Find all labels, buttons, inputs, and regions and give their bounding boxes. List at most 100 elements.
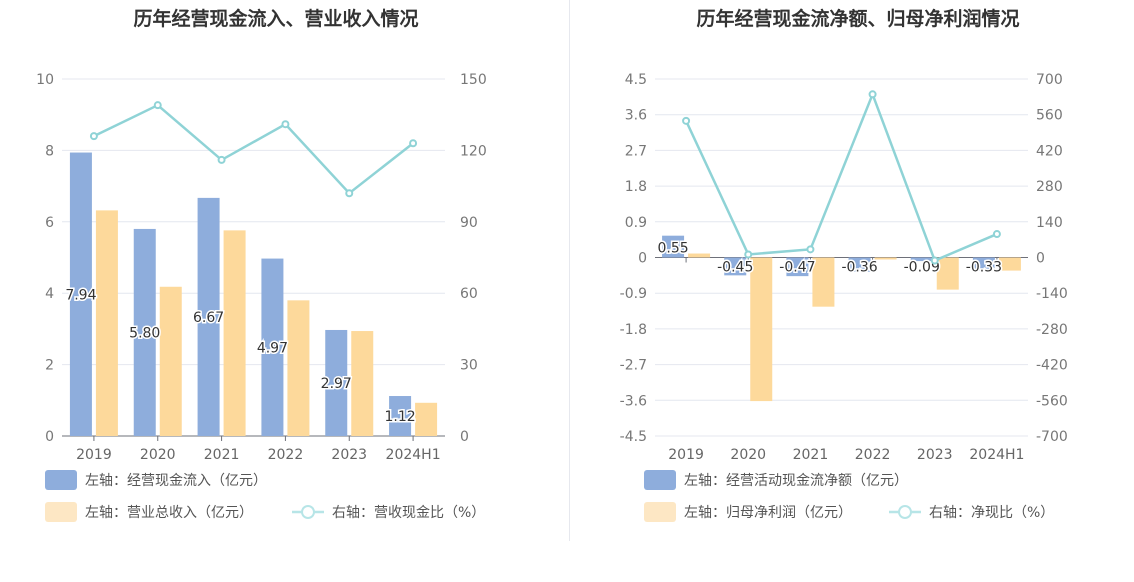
- x-tick-label: 2022: [855, 447, 891, 463]
- panel-divider: [569, 0, 570, 541]
- y-right-tick-label: 150: [460, 72, 487, 88]
- legend-swatch-bar-b: [45, 502, 77, 522]
- bar-data-label: 5.80: [129, 325, 160, 341]
- legend-swatch-bar-a: [644, 470, 676, 490]
- y-left-tick-label: 10: [36, 72, 54, 88]
- y-right-tick-label: -700: [1036, 429, 1068, 445]
- bar-data-label: 7.94: [65, 287, 96, 303]
- bar-series-b-2020: [159, 286, 182, 436]
- x-tick-label: 2023: [331, 447, 367, 463]
- y-right-tick-label: 280: [1036, 179, 1063, 195]
- y-right-tick-label: 560: [1036, 108, 1063, 124]
- bar-series-a-2019: [69, 152, 92, 437]
- legend-label: 左轴：经营现金流入（亿元）: [85, 473, 267, 489]
- bar-series-a-2020: [133, 228, 156, 436]
- y-right-tick-label: 0: [460, 429, 469, 445]
- y-right-tick-label: 90: [460, 215, 478, 231]
- legend-label: 右轴：净现比（%）: [929, 505, 1054, 521]
- line-series: [684, 90, 998, 263]
- bar-data-label: 1.12: [384, 409, 415, 425]
- bar-series-b-2019: [95, 210, 118, 436]
- line-point-2022: [868, 90, 877, 99]
- x-tick-label: 2019: [76, 447, 112, 463]
- x-tick-label: 2020: [140, 447, 176, 463]
- bar-series-b-2024H1: [415, 402, 438, 436]
- y-right-tick-label: 120: [460, 143, 487, 159]
- y-left-tick-label: -1.8: [620, 322, 647, 338]
- bar-data-label: -0.33: [966, 260, 1002, 276]
- y-left-tick-label: 2.7: [625, 143, 647, 159]
- bar-series-a-2022: [848, 257, 871, 272]
- line-point-2020: [744, 250, 753, 259]
- y-left-tick-label: -2.7: [620, 358, 647, 374]
- line-point-2021: [217, 155, 226, 164]
- legend-label: 左轴：营业总收入（亿元）: [85, 505, 253, 521]
- x-tick-label: 2020: [730, 447, 766, 463]
- bar-series-b-2020: [750, 257, 773, 402]
- x-tick-label: 2024H1: [386, 447, 441, 463]
- x-tick-label: 2024H1: [969, 447, 1024, 463]
- line-series: [93, 103, 414, 195]
- bar-series-b-2024H1: [998, 257, 1021, 271]
- y-left-tick-label: 3.6: [625, 108, 647, 124]
- x-tick-label: 2023: [917, 447, 953, 463]
- bar-series-b-2021: [223, 230, 246, 436]
- bar-series-a-2021: [197, 197, 220, 436]
- y-right-tick-label: -560: [1036, 393, 1068, 409]
- bar-series-a-2023: [910, 257, 933, 262]
- y-left-tick-label: 0: [638, 251, 647, 267]
- line-point-2024H1: [409, 139, 418, 148]
- y-right-tick-label: -420: [1036, 358, 1068, 374]
- y-right-tick-label: 420: [1036, 143, 1063, 159]
- legend-swatch-line-marker: [898, 505, 912, 519]
- bar-data-label: -0.36: [841, 260, 877, 276]
- bar-series-b-2019: [688, 253, 711, 258]
- chart-panel-2: 历年经营现金流净额、归母净利润情况 -4.5 -3.6 -2.7 -1.8 -0.9 0 0.…: [620, 7, 1068, 522]
- x-tick-label: 2022: [268, 447, 304, 463]
- bar-data-label: -0.47: [779, 260, 815, 276]
- bar-series-b-2023: [936, 257, 959, 290]
- legend-label: 左轴：经营活动现金流净额（亿元）: [684, 473, 908, 489]
- y-left-tick-label: -4.5: [620, 429, 647, 445]
- line-point-2023: [345, 189, 354, 198]
- legend: 左轴：经营活动现金流净额（亿元） 左轴：归母净利润（亿元） 右轴：净现比（%）: [644, 470, 1054, 522]
- bar-data-label: 6.67: [193, 310, 224, 326]
- y-right-tick-label: 30: [460, 358, 478, 374]
- bar-series-b-2021: [812, 257, 835, 307]
- chart-title: 历年经营现金流净额、归母净利润情况: [696, 7, 1019, 30]
- x-tick-label: 2021: [204, 447, 240, 463]
- y-left-tick-label: 8: [45, 143, 54, 159]
- y-left-tick-label: -3.6: [620, 393, 647, 409]
- y-right-tick-label: 700: [1036, 72, 1063, 88]
- line-point-2020: [153, 101, 162, 110]
- legend-swatch-line-marker: [301, 505, 315, 519]
- bar-series-b-2023: [351, 331, 374, 436]
- line-point-2019: [682, 116, 691, 125]
- y-right-tick-label: 0: [1036, 251, 1045, 267]
- y-left-tick-label: 6: [45, 215, 54, 231]
- line-point-2021: [806, 245, 815, 254]
- legend: 左轴：经营现金流入（亿元） 左轴：营业总收入（亿元） 右轴：营收现金比（%）: [45, 470, 485, 522]
- bar-data-label: 4.97: [257, 340, 288, 356]
- chart-title: 历年经营现金流入、营业收入情况: [133, 7, 418, 30]
- line-point-2019: [89, 132, 98, 141]
- bar-series-a-2024H1: [972, 257, 995, 271]
- x-tick-label: 2019: [668, 447, 704, 463]
- y-left-tick-label: 4.5: [625, 72, 647, 88]
- bar-series-b-2022: [287, 300, 310, 436]
- legend-swatch-bar-b: [644, 502, 676, 522]
- bar-series-a-2022: [261, 258, 284, 436]
- line-point-2024H1: [992, 230, 1001, 239]
- y-left-tick-label: 0.9: [625, 215, 647, 231]
- y-left-tick-label: 0: [45, 429, 54, 445]
- y-right-tick-label: 60: [460, 286, 478, 302]
- y-left-tick-label: 1.8: [625, 179, 647, 195]
- legend-label: 左轴：归母净利润（亿元）: [684, 504, 852, 521]
- y-left-tick-label: 2: [45, 358, 54, 374]
- chart-panel-1: 历年经营现金流入、营业收入情况 0 2 4 6 8 10 0 30 60 90 120 150 2019 2…: [36, 7, 487, 522]
- bar-series-a-2019: [662, 235, 685, 258]
- bar-series-a-2021: [786, 257, 809, 277]
- y-left-tick-label: 4: [45, 286, 54, 302]
- y-right-tick-label: 140: [1036, 215, 1063, 231]
